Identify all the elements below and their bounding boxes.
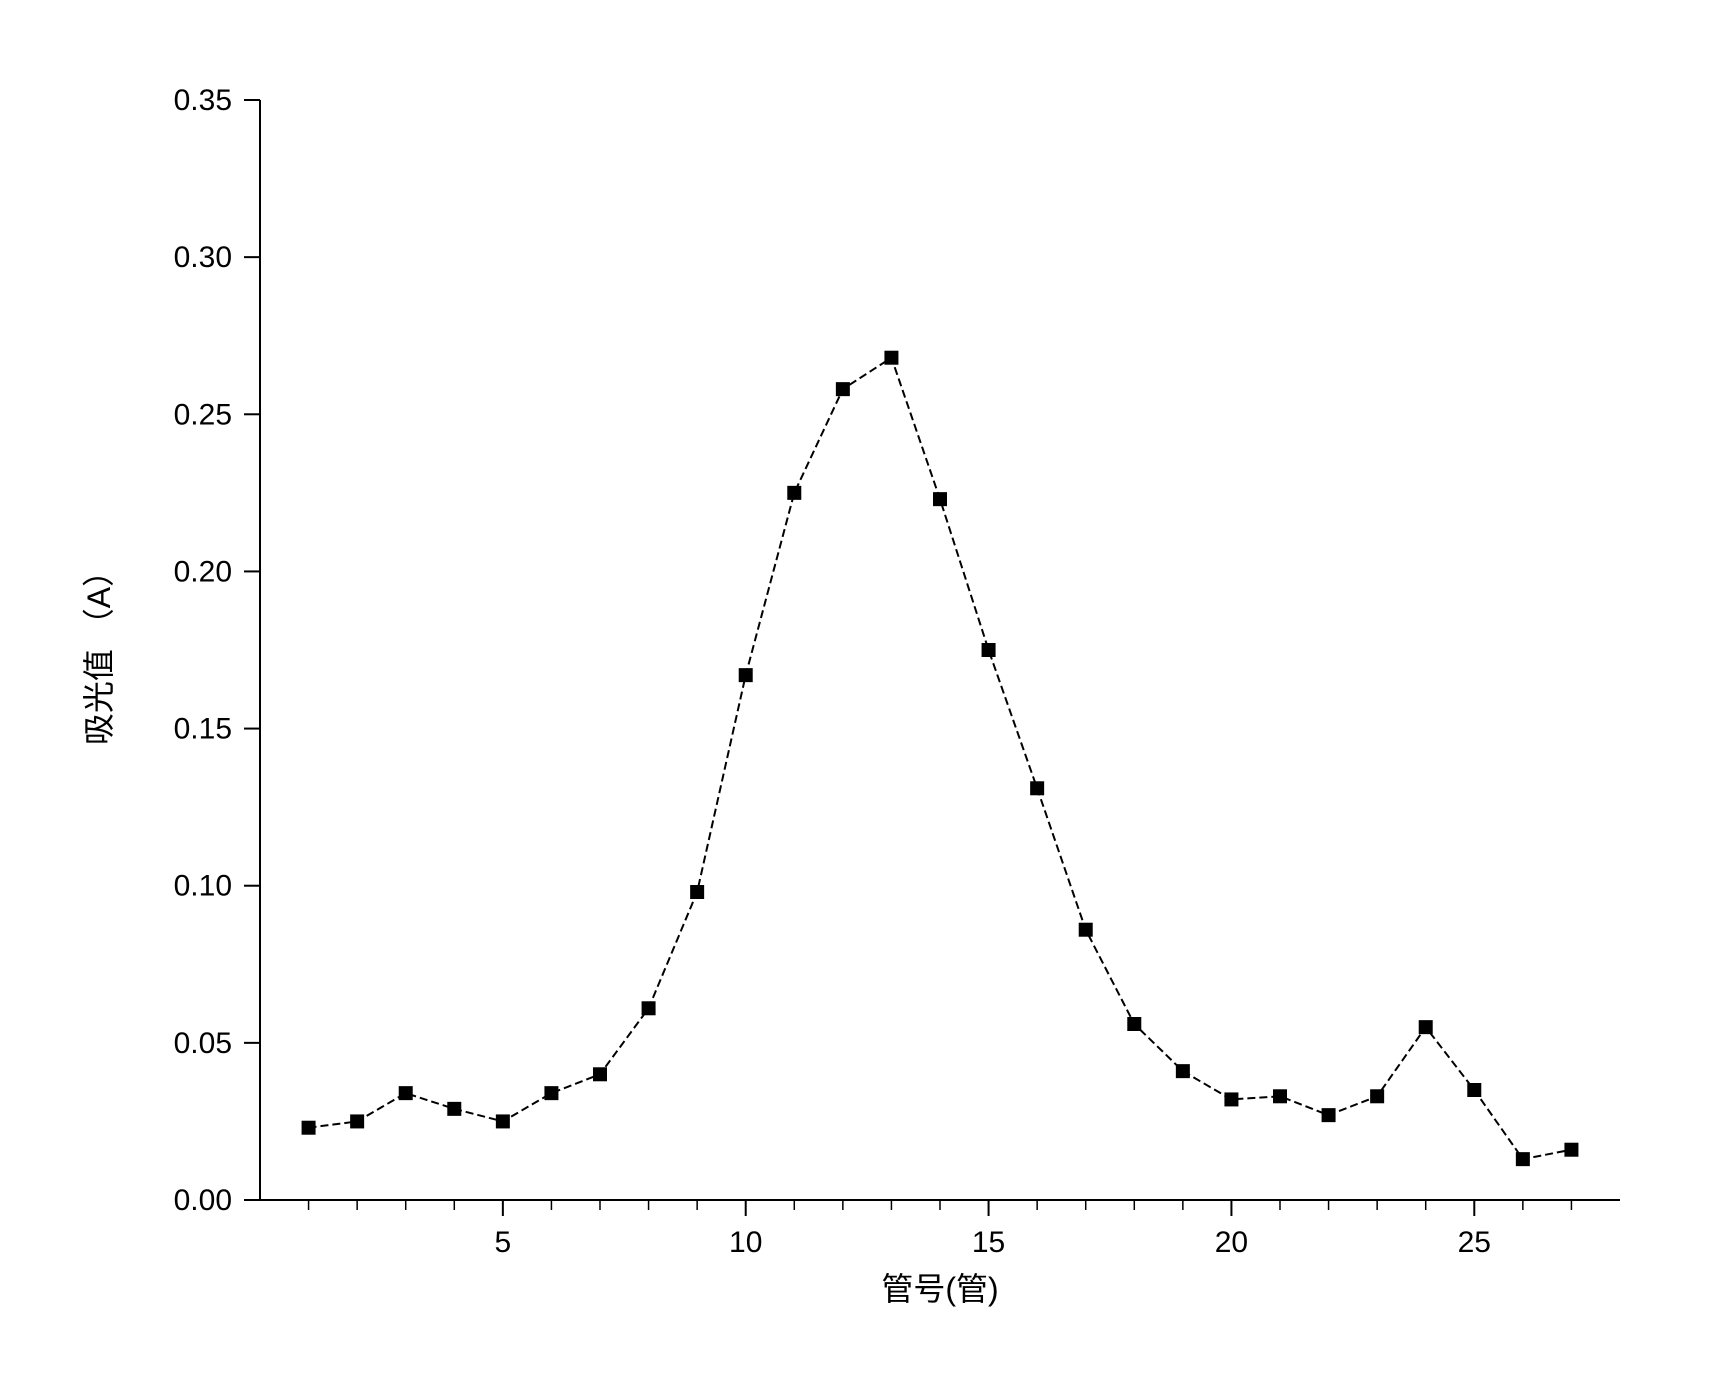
data-marker	[447, 1102, 461, 1116]
y-tick-label: 0.25	[174, 398, 232, 431]
y-tick-label: 0.15	[174, 713, 232, 746]
data-marker	[1176, 1064, 1190, 1078]
chart-container: 0.00 0.05 0.10 0.15 0.20 0.25 0.30 0.35 5 10 15 20 2…	[0, 0, 1716, 1388]
data-marker	[642, 1001, 656, 1015]
data-marker	[787, 486, 801, 500]
data-marker	[982, 643, 996, 657]
chart-svg: 0.00 0.05 0.10 0.15 0.20 0.25 0.30 0.35 5 10 15 20 2…	[0, 0, 1716, 1388]
data-marker	[350, 1114, 364, 1128]
data-marker	[1419, 1020, 1433, 1034]
data-marker	[399, 1086, 413, 1100]
x-tick-label: 15	[972, 1226, 1005, 1259]
y-axis-label: 吸光值 （A）	[81, 555, 117, 745]
x-axis-label: 管号(管)	[881, 1271, 998, 1307]
x-tick-label: 25	[1458, 1226, 1491, 1259]
data-marker	[1564, 1143, 1578, 1157]
x-tick-label: 20	[1215, 1226, 1248, 1259]
y-tick-label: 0.00	[174, 1184, 232, 1217]
data-marker	[1224, 1092, 1238, 1106]
data-marker	[1322, 1108, 1336, 1122]
data-marker	[1516, 1152, 1530, 1166]
data-line	[309, 358, 1572, 1159]
data-marker	[836, 382, 850, 396]
data-marker	[690, 885, 704, 899]
data-marker	[496, 1114, 510, 1128]
data-marker	[1273, 1089, 1287, 1103]
data-marker	[884, 351, 898, 365]
y-tick-label: 0.10	[174, 870, 232, 903]
x-tick-label: 10	[729, 1226, 762, 1259]
y-tick-label: 0.05	[174, 1027, 232, 1060]
data-marker	[1030, 781, 1044, 795]
data-marker	[1079, 923, 1093, 937]
data-marker	[544, 1086, 558, 1100]
data-marker	[302, 1121, 316, 1135]
y-tick-label: 0.20	[174, 555, 232, 588]
y-tick-label: 0.35	[174, 84, 232, 117]
y-tick-label: 0.30	[174, 241, 232, 274]
data-marker	[739, 668, 753, 682]
data-marker	[593, 1067, 607, 1081]
x-tick-label: 5	[495, 1226, 512, 1259]
data-marker	[1467, 1083, 1481, 1097]
data-marker	[1370, 1089, 1384, 1103]
data-marker	[933, 492, 947, 506]
data-marker	[1127, 1017, 1141, 1031]
